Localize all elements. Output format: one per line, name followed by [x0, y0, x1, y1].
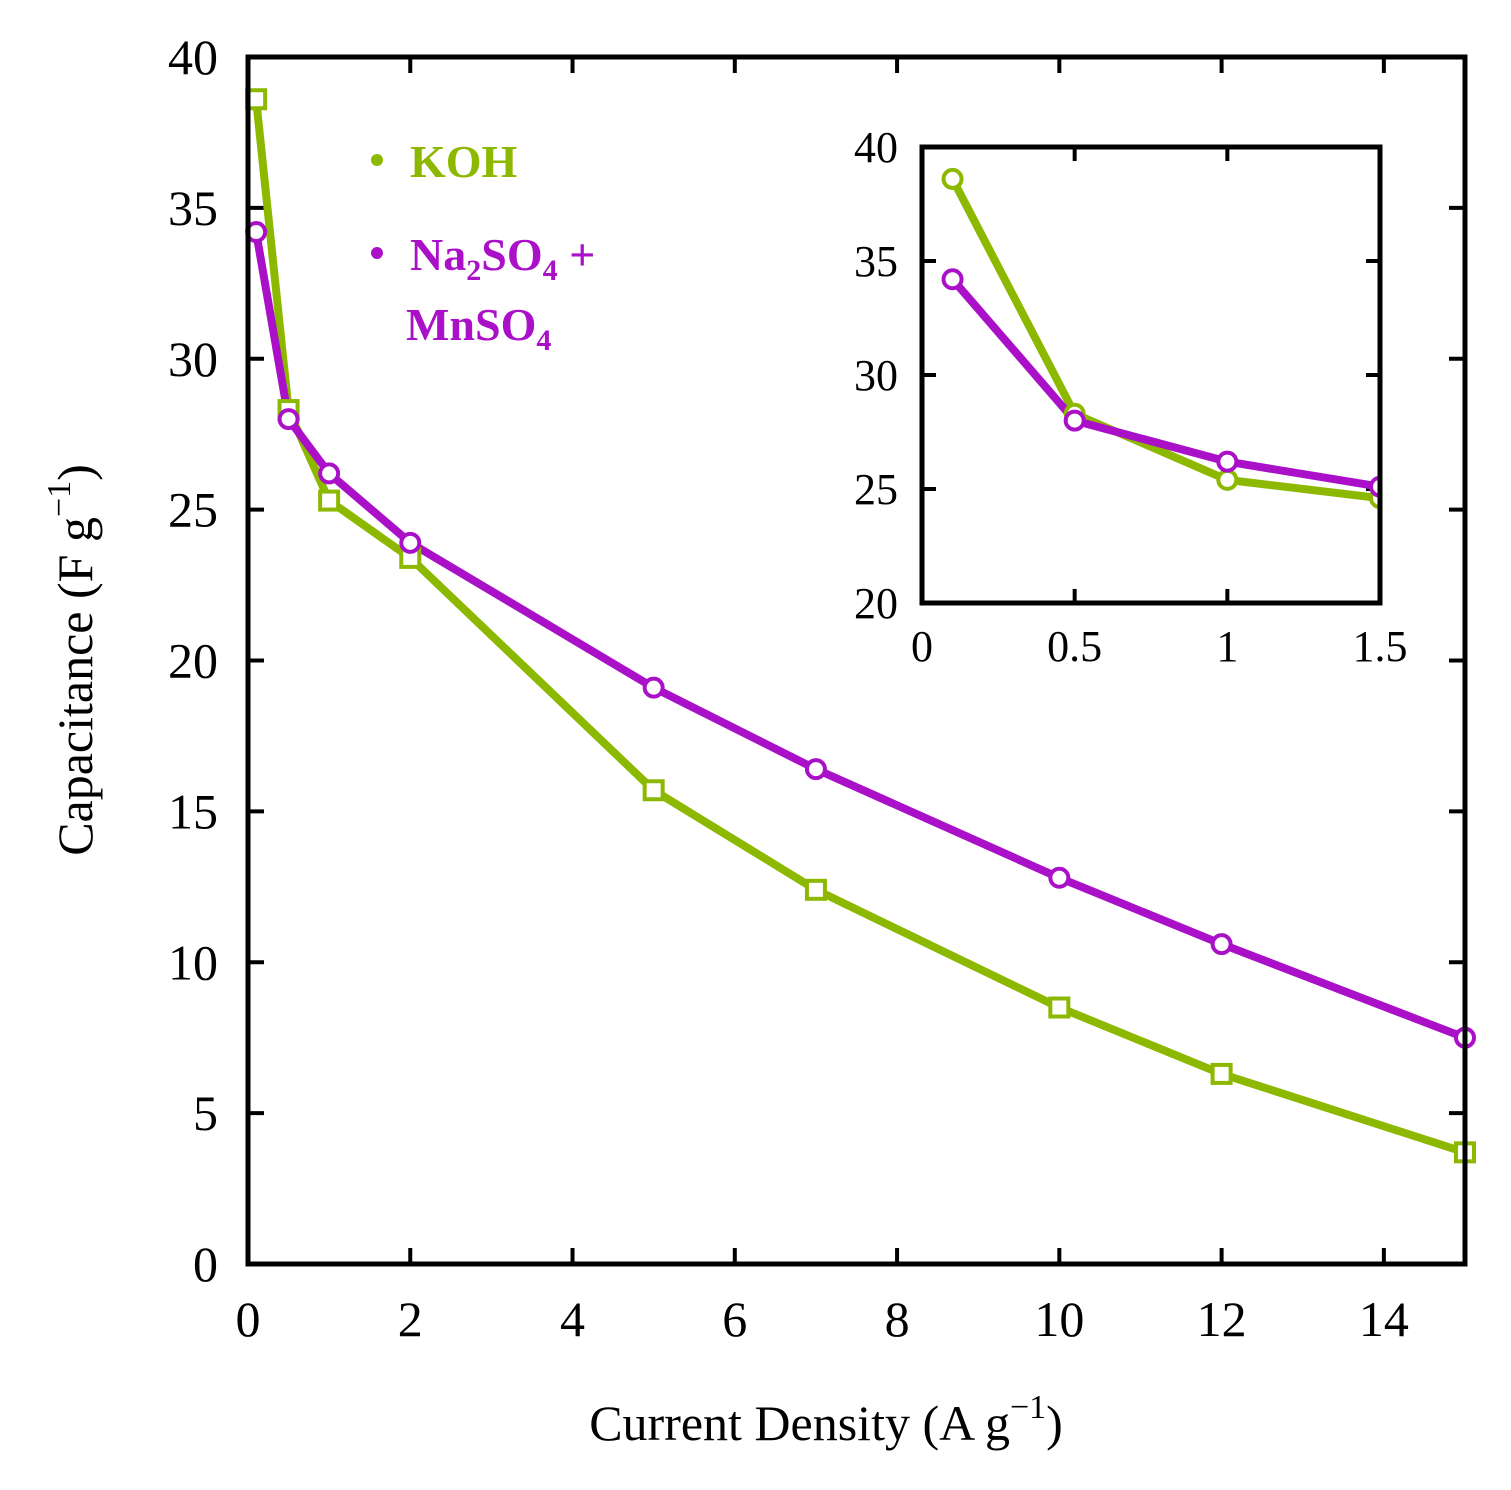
data-point — [1063, 409, 1086, 432]
legend-koh-label: KOH — [410, 136, 518, 187]
x-tick-label: 0.5 — [1047, 622, 1102, 671]
x-tick-label: 10 — [1034, 1291, 1084, 1347]
x-axis-title: Current Density (A g−1) — [589, 1389, 1063, 1451]
data-point — [804, 758, 827, 781]
inset-plot-frame — [919, 144, 1383, 606]
y-tick-label: 30 — [168, 331, 218, 387]
x-tick-label: 0 — [236, 1291, 261, 1347]
x-tick-label: 14 — [1359, 1291, 1409, 1347]
main-series-group — [245, 88, 1476, 1164]
legend: KOH Na2SO4 + MnSO4 — [371, 136, 595, 357]
y-tick-label: 20 — [854, 579, 898, 628]
data-point — [1216, 450, 1239, 473]
y-tick-label: 25 — [168, 482, 218, 538]
legend-na-label-line2: MnSO4 — [406, 299, 551, 357]
data-point — [399, 531, 422, 554]
x-tick-label: 1 — [1216, 622, 1238, 671]
x-tick-label: 1.5 — [1353, 622, 1408, 671]
y-tick-label: 5 — [193, 1085, 218, 1141]
data-point — [1210, 933, 1233, 956]
data-point — [642, 779, 665, 802]
data-point — [318, 462, 341, 485]
x-tick-label: 8 — [885, 1291, 910, 1347]
y-tick-label: 10 — [168, 934, 218, 990]
y-tick-label: 15 — [168, 783, 218, 839]
y-tick-label: 25 — [854, 465, 898, 514]
x-tick-label: 12 — [1197, 1291, 1247, 1347]
series-line-0 — [948, 177, 1380, 503]
x-tick-label: 6 — [722, 1291, 747, 1347]
data-point — [277, 408, 300, 431]
data-point — [642, 676, 665, 699]
y-tick-label: 30 — [854, 351, 898, 400]
x-tick-label: 2 — [398, 1291, 423, 1347]
legend-na-marker — [371, 247, 383, 259]
y-tick-label: 35 — [854, 237, 898, 286]
y-axis-title: Capacitance (F g−1) — [41, 464, 103, 856]
data-point — [1048, 866, 1071, 889]
legend-koh-marker — [371, 154, 383, 166]
inset-series-group — [941, 167, 1380, 510]
y-tick-label: 0 — [193, 1236, 218, 1292]
y-tick-label: 20 — [168, 633, 218, 689]
inset-plot: 0 0.5 1 1.5 20 25 30 35 40 — [854, 123, 1408, 671]
data-point — [804, 878, 827, 901]
series-line-1 — [949, 276, 1380, 491]
data-point — [941, 268, 964, 291]
data-point — [1048, 996, 1071, 1019]
data-point — [941, 167, 964, 190]
y-tick-label: 40 — [168, 29, 218, 85]
main-plot-frame — [245, 54, 1468, 1267]
data-point — [1210, 1062, 1233, 1085]
x-tick-label: 0 — [911, 622, 933, 671]
x-tick-label: 4 — [560, 1291, 585, 1347]
y-tick-label: 40 — [854, 123, 898, 172]
data-point — [318, 489, 341, 512]
inset-background — [922, 147, 1380, 603]
data-point — [1216, 468, 1239, 491]
legend-na-label-line1: Na2SO4 + — [410, 229, 595, 287]
y-tick-label: 35 — [168, 180, 218, 236]
